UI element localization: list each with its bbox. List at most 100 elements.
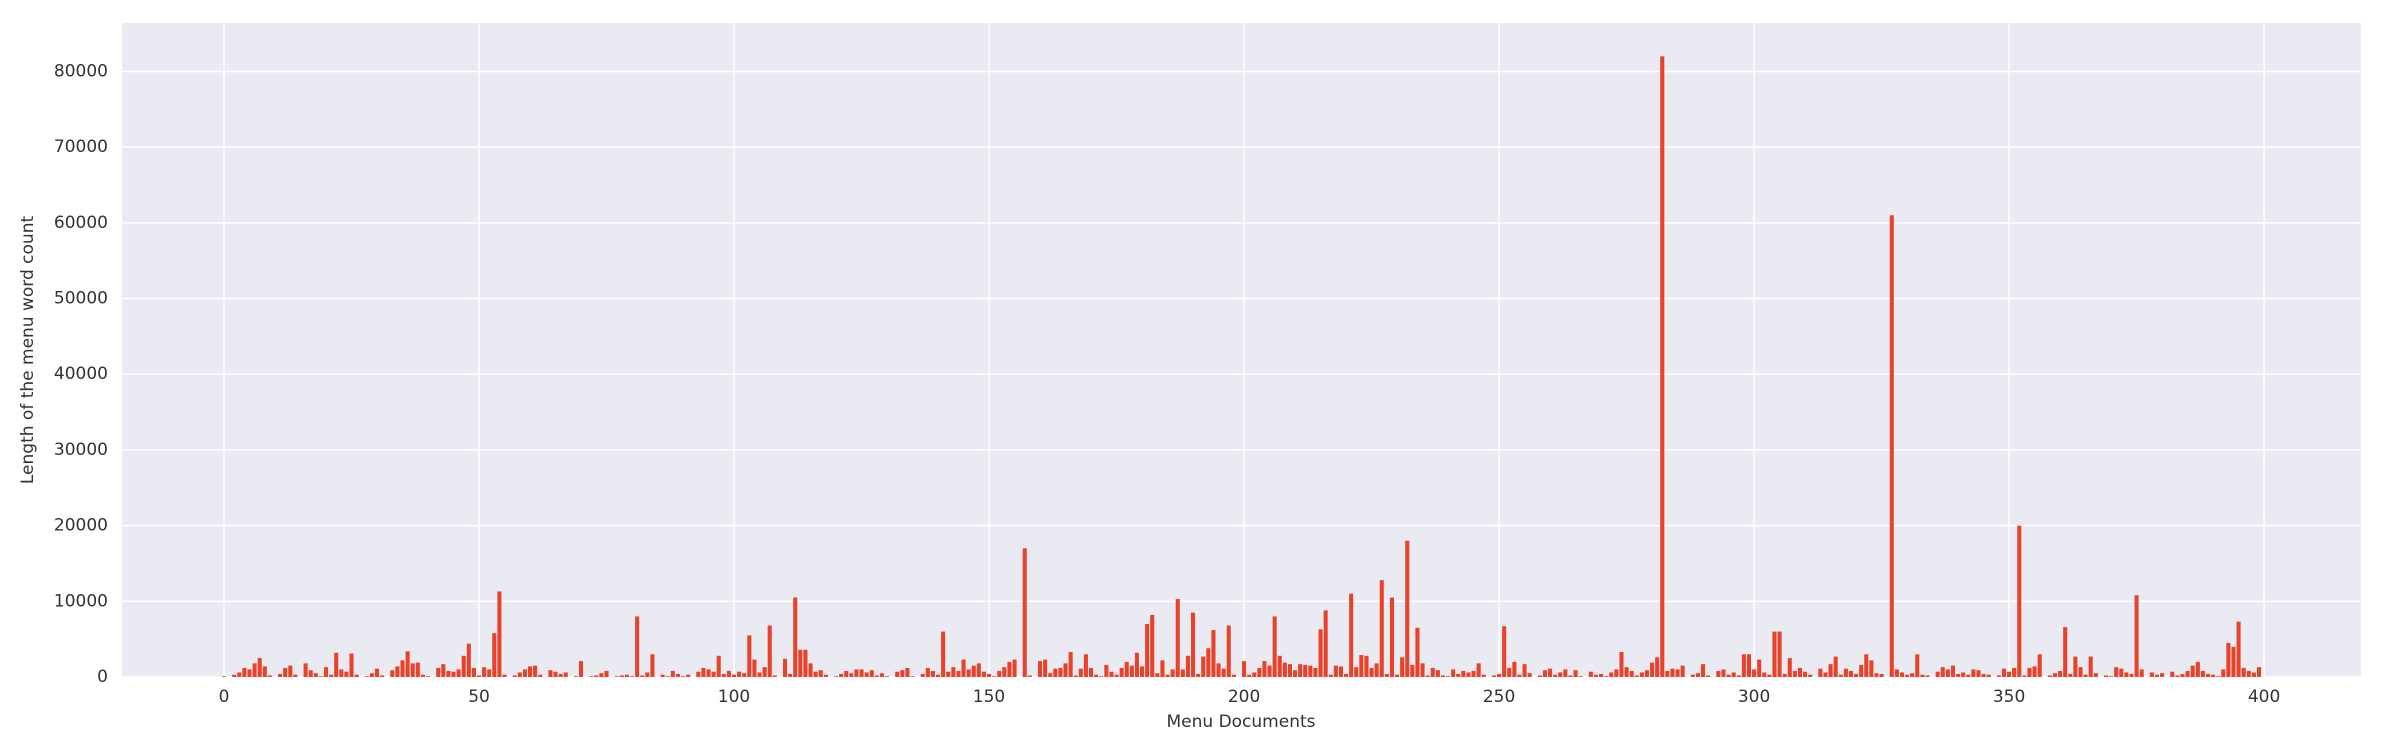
bar	[578, 661, 584, 677]
bar	[267, 675, 272, 677]
bar	[742, 673, 747, 677]
bar	[1670, 668, 1675, 677]
bar	[956, 670, 961, 677]
bar	[1976, 670, 1981, 677]
bar	[349, 653, 354, 677]
bar	[1859, 664, 1864, 677]
bar	[1833, 656, 1838, 677]
bar	[1915, 654, 1920, 677]
bar	[2063, 627, 2068, 677]
bar	[1405, 540, 1410, 677]
bar	[380, 675, 385, 677]
bar	[772, 675, 777, 677]
bar	[354, 674, 359, 677]
bar	[686, 674, 691, 677]
bar	[2088, 656, 2093, 677]
bar	[1364, 655, 1369, 677]
bar	[798, 649, 803, 677]
bar	[946, 671, 951, 677]
bar	[1782, 673, 1787, 677]
bar	[910, 676, 915, 677]
bar	[1400, 657, 1405, 677]
bar	[604, 670, 609, 677]
bar	[1338, 666, 1343, 677]
bar	[1430, 667, 1435, 677]
bar	[1665, 670, 1670, 677]
bar	[257, 658, 262, 677]
bar	[864, 672, 869, 677]
bar	[1242, 661, 1247, 677]
bar	[2236, 621, 2241, 677]
bar	[2149, 672, 2154, 677]
bar	[563, 672, 568, 677]
bar	[374, 668, 380, 677]
bar	[1563, 669, 1568, 677]
bar	[844, 670, 849, 677]
bar	[1578, 676, 1583, 677]
bar	[344, 671, 349, 677]
bar	[752, 659, 757, 677]
bar	[762, 667, 767, 677]
bar	[461, 655, 466, 677]
bar	[1752, 669, 1757, 677]
bar	[1619, 652, 1624, 677]
bar	[731, 674, 737, 677]
bar	[2180, 673, 2185, 677]
bar	[1961, 672, 1966, 677]
bar	[573, 676, 578, 677]
bar	[548, 670, 553, 677]
bar	[420, 674, 425, 677]
bar	[221, 676, 227, 677]
bar	[502, 674, 507, 677]
bar	[1369, 667, 1374, 677]
bar	[405, 651, 410, 677]
bar	[645, 672, 650, 677]
bar	[1252, 672, 1257, 677]
bar	[1695, 673, 1701, 677]
bar	[803, 649, 808, 677]
bar	[849, 673, 854, 677]
bar	[441, 664, 446, 677]
bar	[558, 673, 563, 677]
bar	[497, 591, 502, 677]
bar	[1721, 669, 1726, 677]
bar	[711, 671, 716, 677]
bar	[1966, 674, 1971, 677]
bar	[1216, 663, 1221, 677]
bar	[971, 665, 976, 677]
plot-background	[122, 23, 2361, 677]
x-tick-label: 350	[1993, 687, 2025, 707]
bar	[2052, 673, 2058, 677]
bar	[1318, 629, 1323, 677]
bar	[252, 663, 257, 677]
bar	[1879, 673, 1884, 677]
bar	[2185, 670, 2190, 677]
bar	[961, 659, 966, 677]
bar	[1129, 665, 1134, 677]
bar	[415, 662, 420, 677]
bar	[1828, 664, 1833, 677]
bar	[1808, 674, 1813, 677]
bar	[2119, 668, 2124, 677]
bar	[2027, 667, 2032, 677]
bar	[2007, 671, 2012, 677]
bar	[854, 669, 859, 677]
bar	[2129, 673, 2134, 677]
bar	[329, 674, 334, 677]
bar	[706, 669, 711, 677]
bar	[262, 666, 267, 677]
bar	[334, 652, 339, 677]
bar	[1415, 627, 1420, 677]
bar	[1741, 654, 1746, 677]
bar	[1818, 668, 1823, 677]
bar	[833, 676, 839, 677]
bar	[517, 672, 522, 677]
bar	[1425, 675, 1430, 677]
bar	[1548, 668, 1553, 677]
bar	[1945, 669, 1950, 677]
bar	[2231, 646, 2236, 677]
x-tick-label: 200	[1228, 687, 1260, 707]
bar	[1201, 656, 1206, 677]
bar	[1940, 667, 1945, 677]
